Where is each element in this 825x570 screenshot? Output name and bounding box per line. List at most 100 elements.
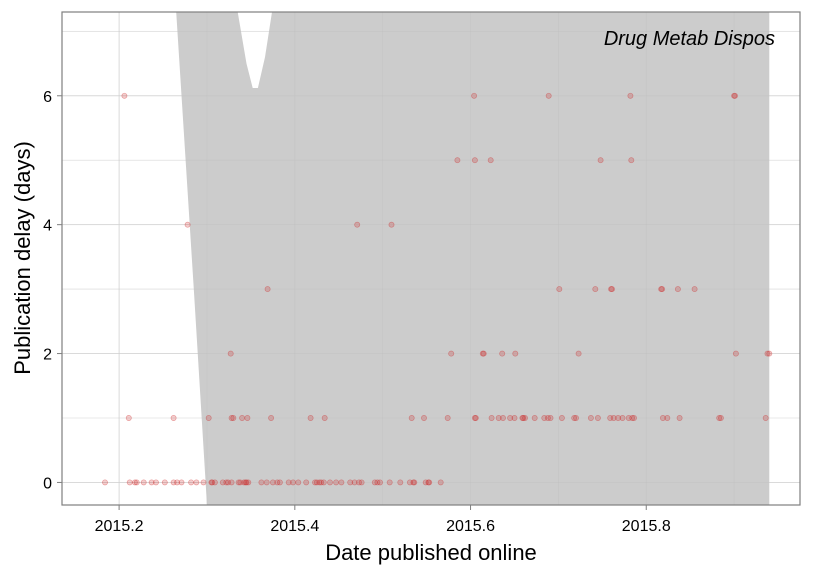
data-point (230, 415, 237, 421)
data-point (126, 479, 133, 486)
data-point (488, 415, 495, 421)
y-tick-label: 4 (43, 218, 52, 235)
data-point (170, 415, 177, 421)
data-point (607, 415, 614, 421)
data-point (243, 479, 250, 486)
data-point (121, 92, 128, 99)
data-point (125, 415, 132, 421)
data-point (327, 479, 333, 486)
data-point (531, 415, 538, 421)
chart-annotation: Drug Metab Dispos (604, 28, 775, 50)
data-point (597, 157, 604, 164)
data-point (520, 415, 527, 421)
data-point (479, 350, 486, 357)
data-point (609, 286, 615, 293)
data-point (541, 415, 548, 421)
data-point (307, 415, 314, 421)
data-point (153, 479, 159, 486)
data-point (377, 479, 383, 486)
data-point (148, 479, 155, 486)
data-point (454, 157, 461, 164)
data-point (731, 92, 738, 99)
data-point (658, 286, 665, 293)
data-point (512, 350, 519, 357)
data-point (659, 415, 666, 421)
data-point (240, 479, 247, 486)
data-point (587, 415, 594, 421)
data-point (716, 415, 723, 421)
data-point (558, 415, 565, 421)
data-point (573, 415, 579, 421)
data-point (471, 92, 478, 99)
data-point (519, 415, 526, 421)
data-point (487, 157, 494, 164)
data-point (211, 479, 218, 486)
data-point (223, 479, 230, 486)
grid-over-band (62, 12, 800, 505)
data-point (691, 286, 698, 293)
data-point (285, 479, 292, 486)
data-point (219, 479, 226, 486)
data-point (575, 350, 582, 357)
data-point (764, 350, 771, 357)
data-point (411, 479, 418, 486)
data-point (316, 479, 323, 486)
data-point (264, 286, 271, 293)
data-point (228, 479, 235, 486)
data-point (610, 415, 617, 421)
data-point (244, 415, 251, 421)
data-point (178, 479, 185, 486)
data-point (762, 415, 769, 421)
data-point (388, 221, 395, 228)
plot-border (61, 11, 801, 506)
data-point (437, 479, 444, 486)
data-point (495, 415, 502, 421)
data-point (594, 415, 601, 421)
data-point (426, 479, 433, 486)
data-point (228, 415, 235, 421)
data-point (674, 286, 681, 293)
data-point (448, 350, 455, 357)
data-point (290, 479, 297, 486)
x-axis-ticks: 2015.2 2015.4 2015.6 2015.8 (95, 505, 671, 535)
data-point (406, 479, 413, 486)
data-point (544, 415, 551, 421)
data-point (258, 479, 265, 486)
data-point (631, 415, 637, 421)
data-point (732, 350, 739, 357)
data-point (444, 415, 451, 421)
data-point (386, 479, 393, 486)
data-point (629, 415, 636, 421)
data-point (193, 479, 200, 486)
data-point (625, 415, 632, 421)
data-point (511, 415, 518, 421)
data-points (102, 92, 773, 486)
confidence-band (176, 12, 770, 505)
x-tick-label: 2015.6 (446, 518, 495, 535)
data-point (140, 479, 147, 486)
data-point (303, 479, 310, 486)
data-point (471, 157, 478, 164)
data-point (318, 479, 325, 486)
data-point (659, 286, 666, 293)
data-point (174, 479, 181, 486)
data-point (547, 415, 554, 421)
data-point (208, 479, 215, 486)
data-point (313, 479, 320, 486)
data-point (170, 479, 177, 486)
data-point (276, 479, 283, 486)
data-point (239, 415, 246, 421)
data-point (556, 286, 563, 293)
data-point (425, 479, 432, 486)
data-point (235, 479, 242, 486)
data-point (200, 479, 207, 486)
x-axis-title: Date published online (325, 540, 537, 565)
data-point (320, 479, 327, 486)
data-point (421, 415, 427, 421)
data-point (371, 479, 378, 486)
data-point (351, 479, 358, 486)
data-point (188, 479, 195, 486)
y-tick-label: 6 (43, 89, 52, 106)
data-point (408, 415, 415, 421)
data-point (592, 286, 599, 293)
